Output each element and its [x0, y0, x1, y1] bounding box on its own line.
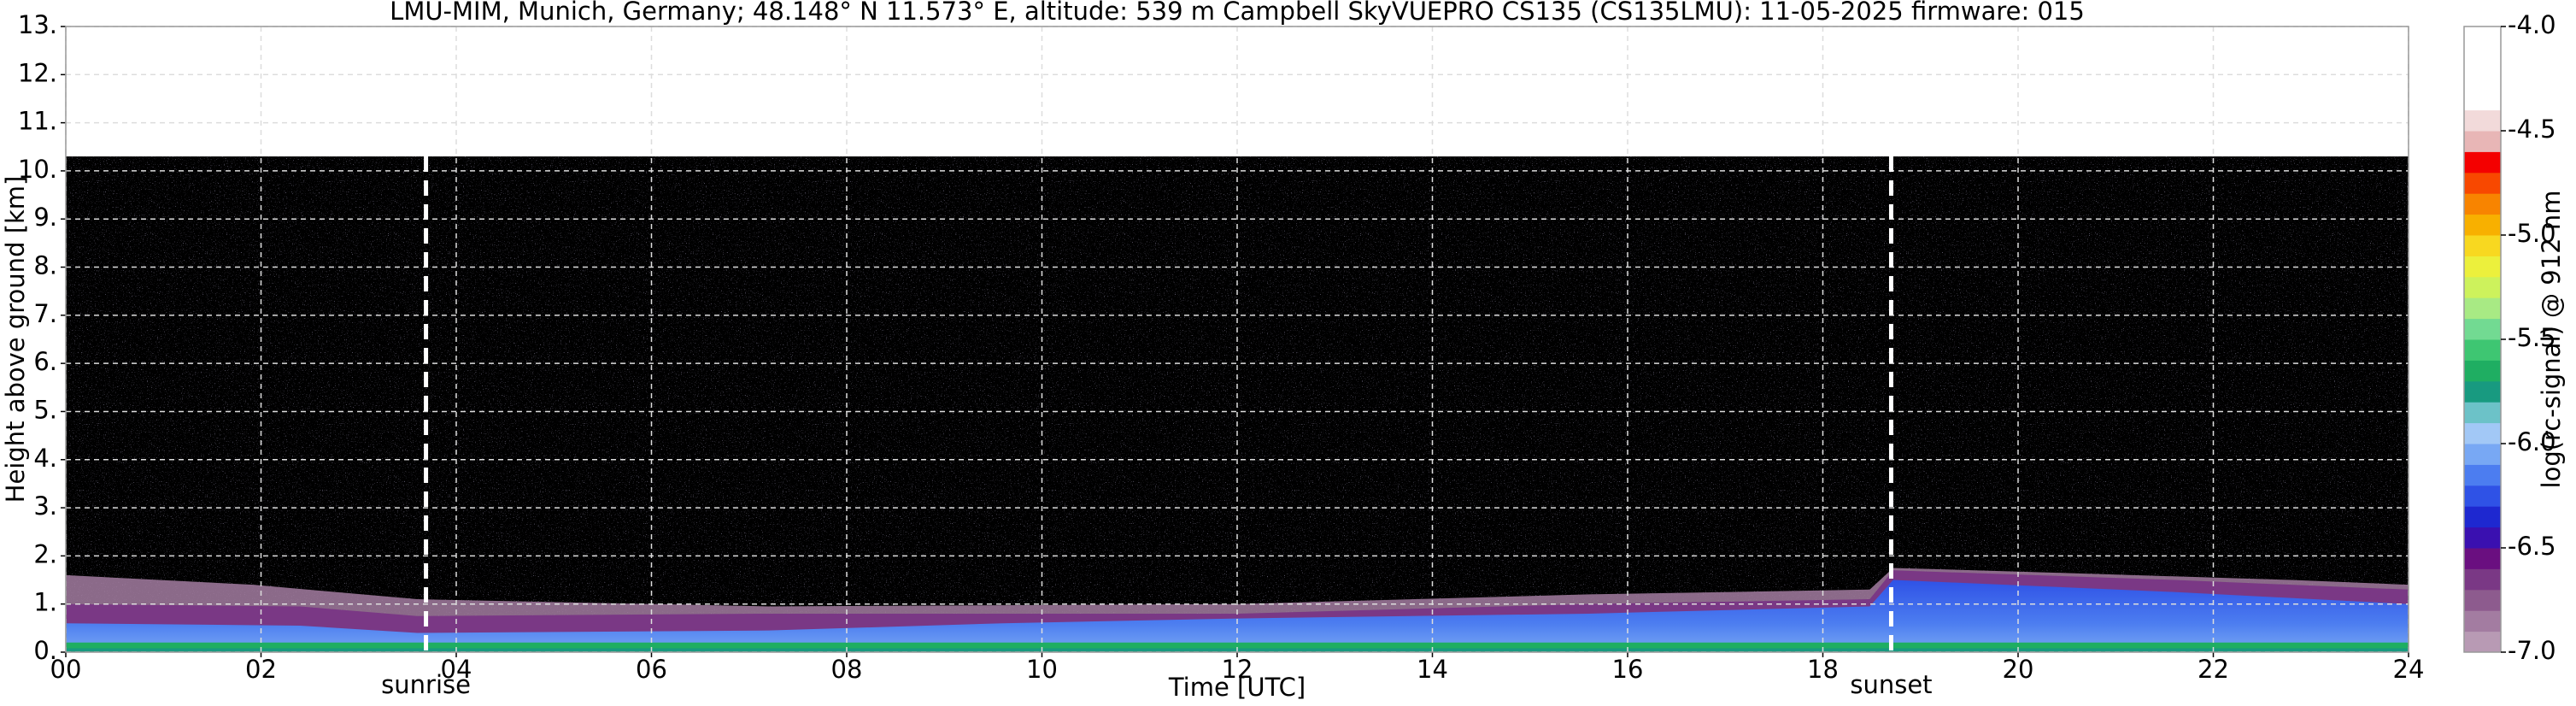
- colorbar-tick-label: -5.0: [2508, 219, 2556, 248]
- colorbar-label: log(rc-signal) @ 912 nm: [2537, 191, 2566, 489]
- mixed-layer: [66, 580, 2409, 652]
- colorbar-cell: [2464, 68, 2501, 90]
- colorbar-cell: [2464, 89, 2501, 111]
- y-tick-label: 13.: [18, 10, 57, 39]
- colorbar-cell: [2464, 527, 2501, 549]
- colorbar-cell: [2464, 631, 2501, 653]
- colorbar-cell: [2464, 214, 2501, 236]
- x-axis-label: Time [UTC]: [1168, 673, 1306, 702]
- colorbar-cell: [2464, 422, 2501, 444]
- colorbar-cell: [2464, 193, 2501, 215]
- y-axis-label: Height above ground [km]: [1, 176, 30, 503]
- x-tick-label: 24: [2393, 655, 2425, 684]
- colorbar-cell: [2464, 464, 2501, 486]
- colorbar-cell: [2464, 235, 2501, 256]
- colorbar-cell: [2464, 339, 2501, 361]
- colorbar-cell: [2464, 109, 2501, 132]
- colorbar-cell: [2464, 172, 2501, 194]
- x-tick-label: 16: [1612, 655, 1644, 684]
- colorbar-cell: [2464, 26, 2501, 48]
- colorbar-cell: [2464, 47, 2501, 69]
- colorbar-cell: [2464, 276, 2501, 298]
- x-tick-label: 08: [831, 655, 863, 684]
- colorbar-cell: [2464, 444, 2501, 465]
- y-tick-label: 8.: [33, 251, 57, 280]
- x-tick-label: 04: [441, 655, 472, 684]
- x-tick-label: 18: [1807, 655, 1839, 684]
- x-tick-label: 20: [2003, 655, 2034, 684]
- x-tick-label: 06: [636, 655, 667, 684]
- y-tick-label: 11.: [18, 107, 57, 136]
- colorbar-cell: [2464, 380, 2501, 403]
- x-tick-label: 02: [245, 655, 277, 684]
- colorbar-tick-label: -6.5: [2508, 532, 2556, 561]
- colorbar-tick-label: -5.5: [2508, 323, 2556, 352]
- colorbar-tick-label: -6.0: [2508, 427, 2556, 456]
- colorbar-tick-label: -4.0: [2508, 10, 2556, 39]
- colorbar-cell: [2464, 151, 2501, 174]
- x-tick-label: 14: [1417, 655, 1448, 684]
- colorbar-cell: [2464, 402, 2501, 424]
- chart-title: LMU-MIM, Munich, Germany; 48.148° N 11.5…: [390, 0, 2085, 26]
- y-tick-label: 3.: [33, 491, 57, 521]
- colorbar-cell: [2464, 568, 2501, 591]
- y-tick-label: 7.: [33, 299, 57, 328]
- colorbar-cell: [2464, 548, 2501, 569]
- colorbar-tick-label: -7.0: [2508, 636, 2556, 665]
- y-tick-label: 1.: [33, 588, 57, 617]
- colorbar-cell: [2464, 131, 2501, 152]
- x-tick-label: 10: [1026, 655, 1058, 684]
- surface-layer: [66, 642, 2409, 649]
- colorbar-cell: [2464, 256, 2501, 278]
- colorbar-cell: [2464, 506, 2501, 528]
- y-tick-label: 6.: [33, 347, 57, 376]
- x-tick-label: 00: [50, 655, 82, 684]
- colorbar-cell: [2464, 297, 2501, 320]
- y-tick-label: 0.: [33, 636, 57, 665]
- annotation-label: sunrise: [381, 670, 471, 699]
- y-tick-label: 2.: [33, 539, 57, 568]
- colorbar-tick-label: -4.5: [2508, 115, 2556, 144]
- y-tick-label: 10.: [18, 155, 57, 184]
- y-tick-label: 12.: [18, 58, 57, 87]
- y-tick-label: 5.: [33, 395, 57, 424]
- x-tick-label: 22: [2198, 655, 2229, 684]
- colorbar-cell: [2464, 318, 2501, 340]
- colorbar-cell: [2464, 589, 2501, 611]
- colorbar-cell: [2464, 360, 2501, 382]
- colorbar-cell: [2464, 485, 2501, 507]
- annotation-label: sunset: [1850, 670, 1932, 699]
- colorbar-cell: [2464, 610, 2501, 632]
- y-tick-label: 4.: [33, 444, 57, 473]
- x-tick-label: 12: [1222, 655, 1253, 684]
- plot-frame: [65, 26, 2409, 653]
- y-tick-label: 9.: [33, 203, 57, 232]
